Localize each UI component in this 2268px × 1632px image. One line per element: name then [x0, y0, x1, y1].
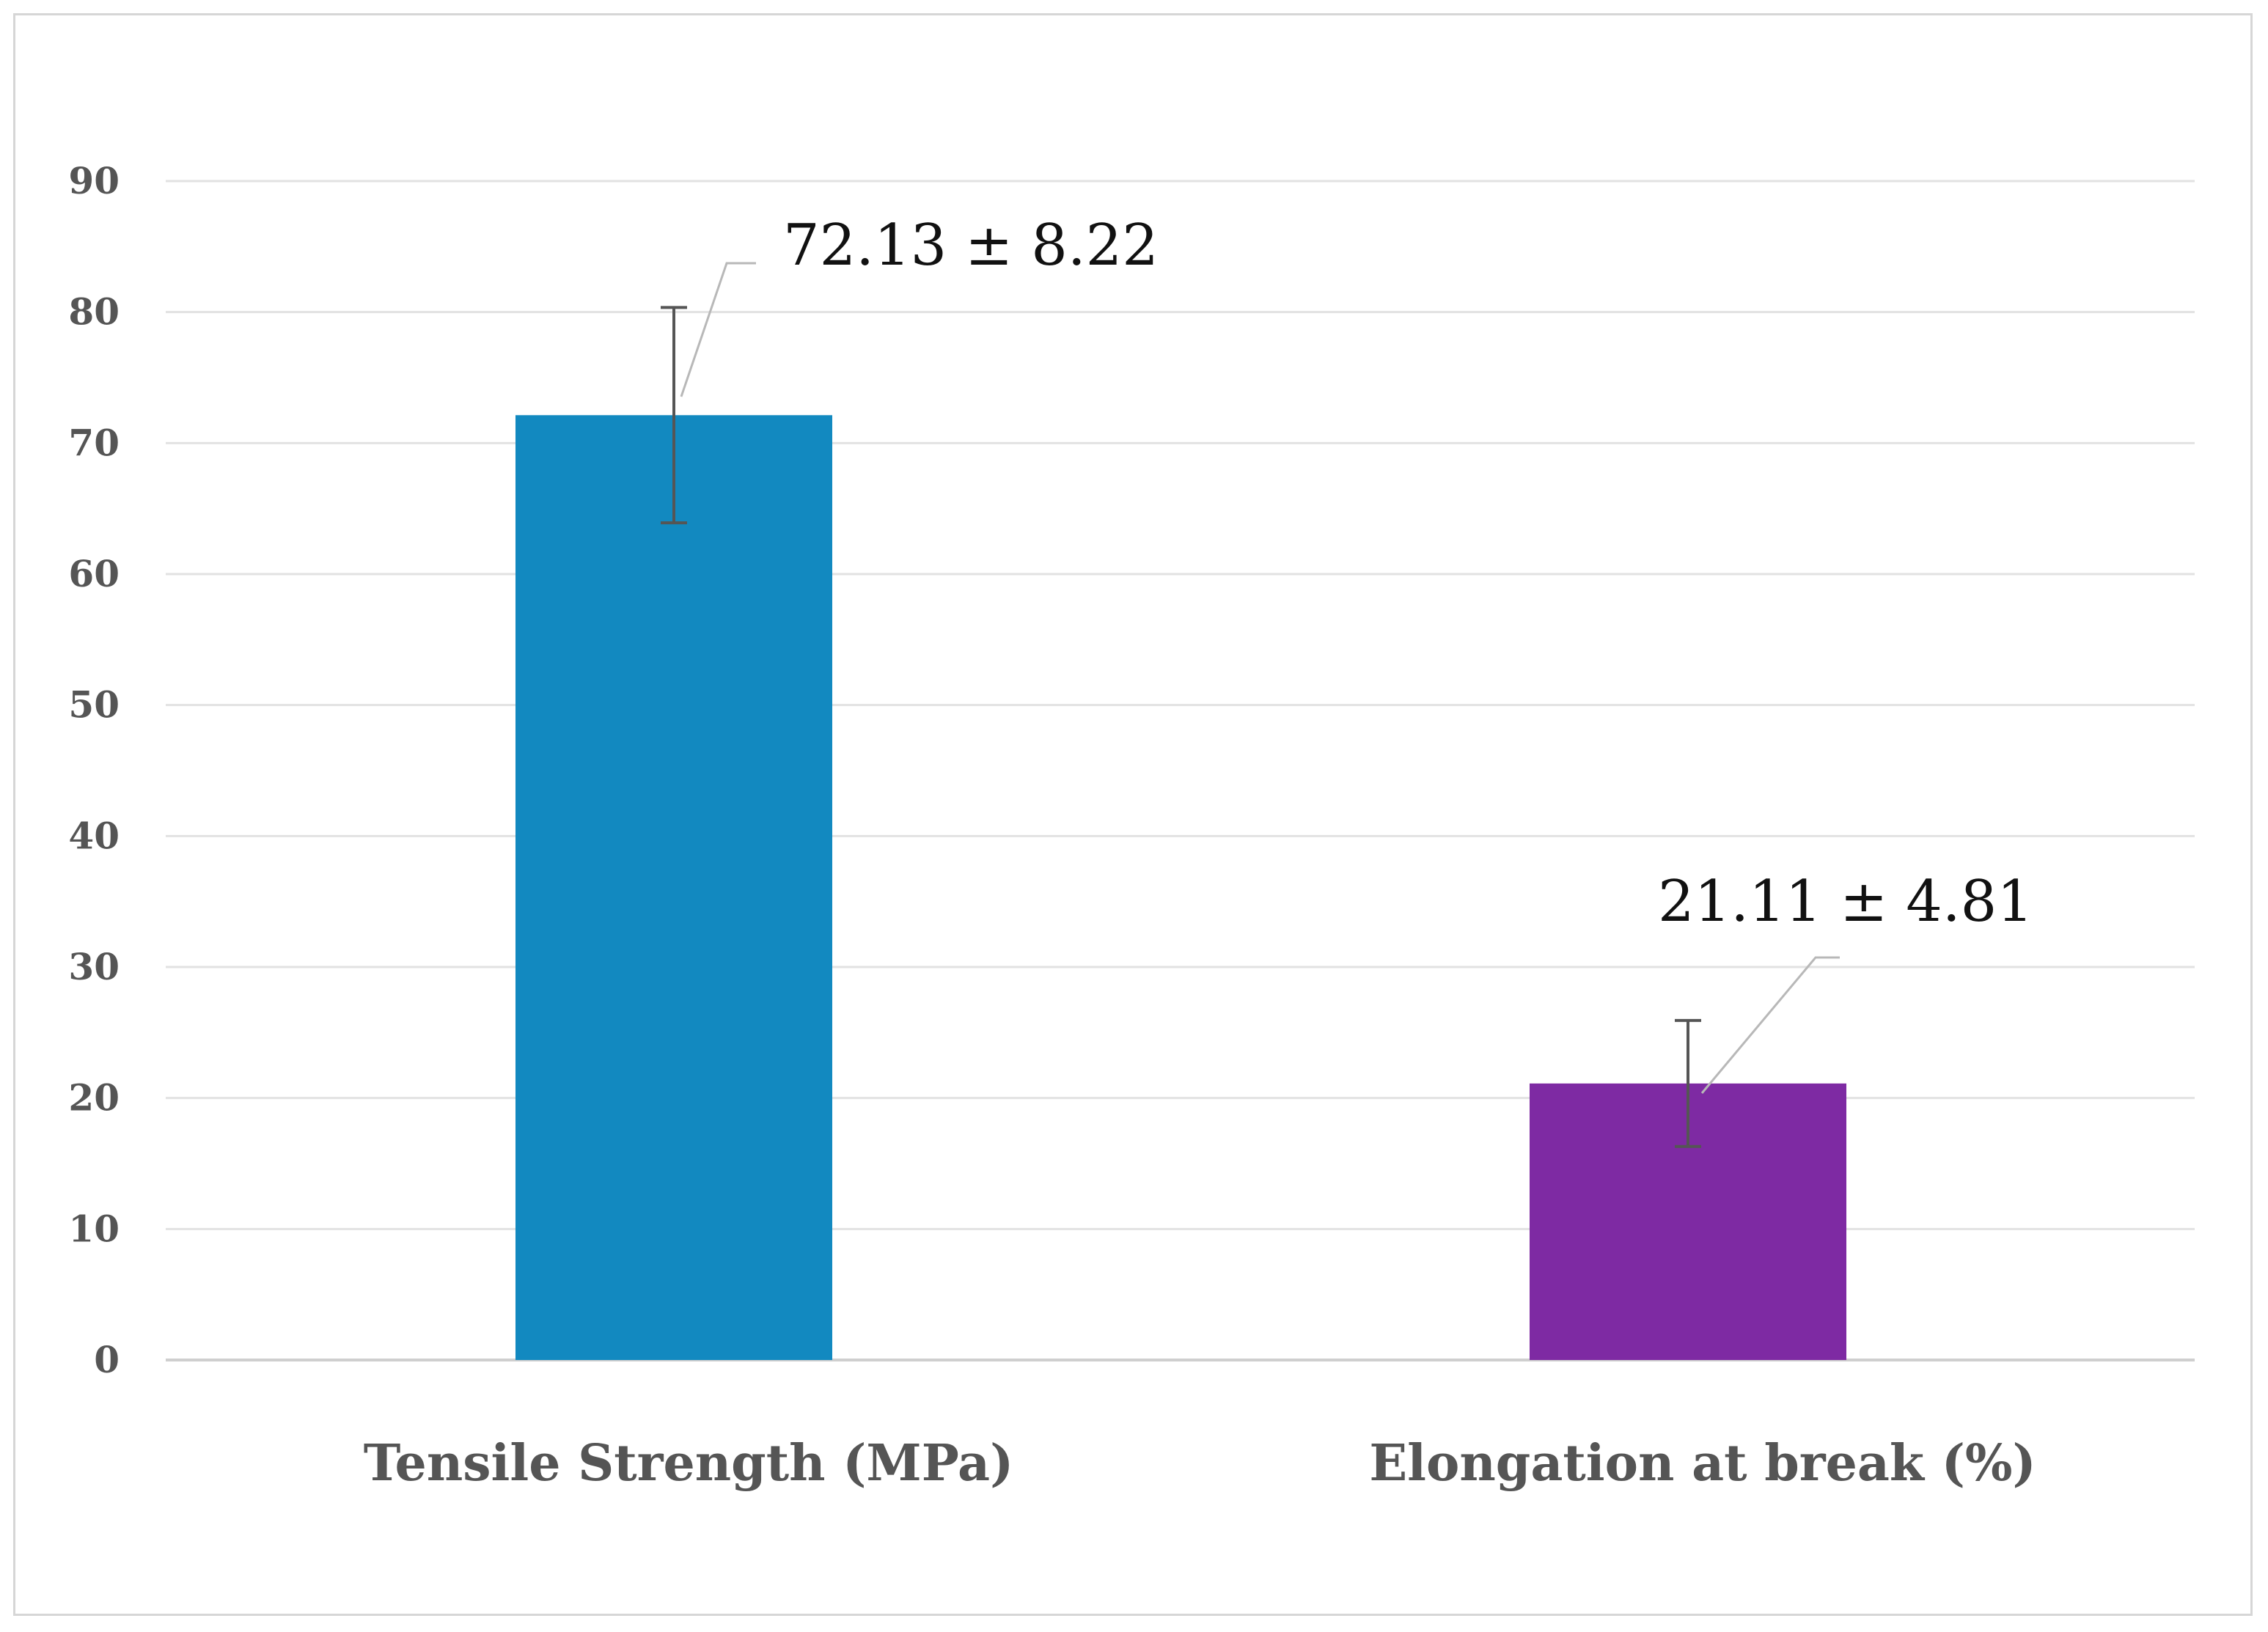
bar-chart: 0 10 20 30 40 50 60 70 80 90 Tensile Strength (MP…	[68, 159, 2195, 1493]
data-label-leader-0	[680, 262, 756, 397]
y-tick-label-0: 0	[94, 1338, 120, 1381]
y-tick-label-10: 10	[68, 1207, 120, 1250]
bars	[515, 415, 1846, 1360]
data-label-0: 72.13 ± 8.22	[783, 213, 1159, 279]
y-tick-label-20: 20	[68, 1076, 120, 1120]
y-tick-label-40: 40	[68, 814, 120, 857]
data-label-leader-1	[1700, 956, 1840, 1094]
y-tick-label-60: 60	[68, 552, 120, 595]
y-tick-label-70: 70	[68, 421, 120, 464]
error-bar-1	[1675, 1018, 1701, 1148]
error-bar-0	[661, 306, 687, 525]
y-tick-label-80: 80	[68, 290, 120, 334]
chart-frame: 0 10 20 30 40 50 60 70 80 90 Tensile Strength (MP…	[13, 13, 2253, 1616]
error-bars	[661, 306, 1701, 1148]
y-tick-label-90: 90	[68, 159, 120, 202]
y-tick-label-50: 50	[68, 683, 120, 727]
x-axis-categories: Tensile Strength (MPa) Elongation at brea…	[364, 1434, 2036, 1493]
category-label-0: Tensile Strength (MPa)	[364, 1434, 1014, 1493]
y-tick-label-30: 30	[68, 945, 120, 988]
gridlines	[166, 180, 2195, 1361]
category-label-1: Elongation at break (%)	[1369, 1434, 2036, 1493]
data-label-1: 21.11 ± 4.81	[1658, 869, 2033, 935]
y-axis-ticks: 0 10 20 30 40 50 60 70 80 90	[68, 159, 120, 1381]
bar-0	[515, 415, 832, 1360]
data-labels: 72.13 ± 8.22 21.11 ± 4.81	[680, 213, 2033, 1094]
